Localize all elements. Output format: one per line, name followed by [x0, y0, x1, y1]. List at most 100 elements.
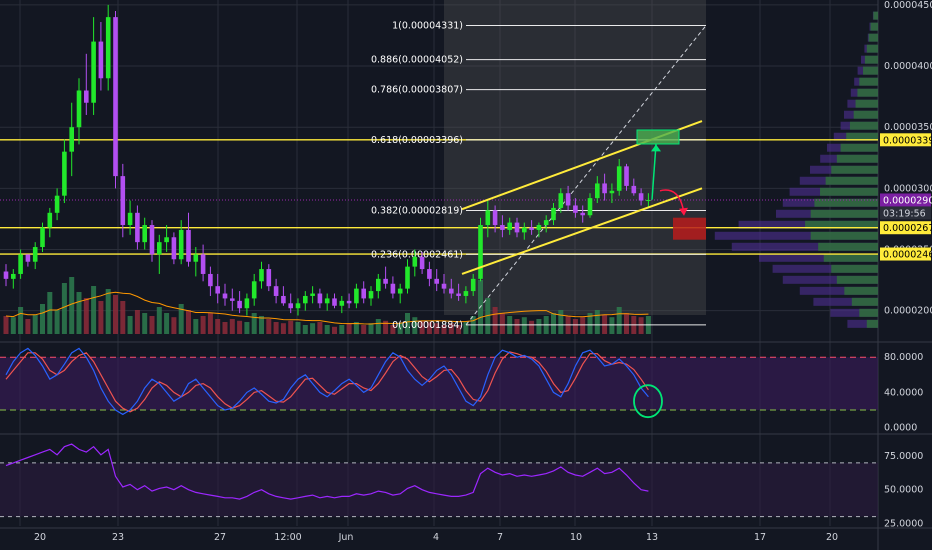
volume-bar [266, 319, 272, 334]
fib-level-label: 0(0.00001884) [392, 320, 463, 331]
time-tick-label: 17 [754, 532, 766, 543]
price-tick-label: 0.00002000 [884, 306, 932, 317]
candle-body [522, 227, 527, 233]
candle-body [76, 90, 82, 128]
candle-body [558, 193, 564, 208]
candle-body [595, 183, 600, 199]
volume-bar [273, 322, 279, 334]
volume-profile-bar-up [873, 11, 878, 20]
candle-body [127, 212, 133, 226]
volume-bar [156, 307, 162, 334]
candle-body [200, 254, 206, 274]
volume-profile-bar-down [799, 286, 878, 295]
candle-body [390, 283, 396, 294]
time-tick-label: 20 [34, 532, 46, 543]
volume-bar [207, 313, 213, 334]
rsi-tick-label: 75.0000 [884, 451, 923, 462]
candle-body [646, 199, 651, 201]
price-badge-label: 0.00002463 [883, 250, 932, 261]
rsi-band-fill [0, 462, 878, 517]
volume-profile-bar-up [820, 187, 878, 196]
volume-profile-bar-up [825, 176, 878, 185]
volume-profile-bar-up [805, 220, 878, 229]
volume-bar [149, 316, 155, 334]
candle-body [62, 151, 67, 196]
volume-bar [558, 310, 564, 334]
volume-bar [448, 323, 454, 334]
price-badge [880, 133, 931, 147]
candle-body [354, 288, 359, 304]
candle-body [105, 17, 111, 79]
candle-body [11, 273, 16, 279]
candle-body [332, 298, 337, 306]
volume-bar [419, 320, 425, 334]
candle-body [237, 300, 242, 309]
candle-body [412, 256, 418, 267]
candle-body [324, 298, 330, 304]
time-tick-label: 23 [112, 532, 124, 543]
volume-bar [18, 307, 24, 334]
candle-body [441, 283, 447, 289]
price-badge [880, 206, 931, 220]
candle-body [624, 166, 629, 186]
volume-profile-bar-up [818, 242, 878, 251]
arrow-down-icon [679, 207, 688, 216]
volume-profile-bar-up [857, 88, 878, 97]
volume-bar [40, 304, 45, 334]
candle-body [222, 293, 228, 299]
candle-body [551, 207, 556, 221]
candle-body [434, 278, 439, 284]
candle-body [463, 291, 469, 296]
candle-body [543, 220, 549, 226]
fib-level-label: 0.618(0.00003396) [371, 135, 463, 146]
volume-bar [244, 322, 250, 334]
volume-bar [310, 323, 316, 334]
volume-bar [441, 325, 447, 334]
price-badge-label: 0.00002678 [883, 223, 932, 234]
candle-body [638, 193, 644, 201]
volume-bar [3, 316, 9, 334]
candle-body [251, 281, 257, 299]
volume-bar [127, 316, 133, 334]
fibonacci-retracement[interactable]: 1(0.00004331) 0.886(0.00004052) 0.786(0.00… [371, 21, 707, 331]
stoch-tick-label: 0.0000 [884, 423, 917, 434]
volume-bar [616, 307, 622, 334]
candle-body [47, 212, 53, 228]
price-tick-label: 0.00003000 [884, 183, 932, 194]
volume-bar [390, 325, 396, 334]
volume-profile-bar-up [823, 253, 878, 262]
volume-bar [215, 319, 221, 334]
candle-body [616, 166, 622, 191]
candle-body [317, 293, 323, 304]
volume-profile-bar-down [782, 275, 878, 284]
volume-bar [594, 310, 600, 334]
price-badge-label: 0.00003397 [883, 135, 932, 146]
fib-level-label: 0.886(0.00004052) [371, 55, 463, 66]
price-badge [880, 247, 931, 261]
candle-body [32, 247, 38, 262]
volume-profile-bar-up [870, 22, 878, 31]
candle-body [376, 278, 381, 292]
volume-bar [580, 317, 586, 334]
candle-body [69, 127, 74, 152]
candle-body [346, 300, 352, 304]
time-tick-label: 13 [646, 532, 658, 543]
volume-bar [624, 313, 629, 334]
candle-body [368, 291, 374, 299]
fib-level-label: 0.236(0.00002461) [371, 249, 463, 260]
fib-level-label: 1(0.00004331) [392, 21, 463, 32]
candle-body [565, 193, 571, 206]
time-tick-label: 4 [433, 532, 439, 543]
volume-bar [426, 322, 432, 334]
stoch-tick-label: 80.0000 [884, 352, 923, 363]
candle-body [587, 198, 593, 216]
arrow-up-icon [651, 144, 661, 152]
volume-bar [113, 295, 118, 334]
volume-profile-bar-up [836, 275, 878, 284]
annotations[interactable] [636, 129, 706, 240]
candle-body [383, 278, 388, 284]
candle-body [449, 288, 454, 294]
candle-body [178, 229, 184, 260]
